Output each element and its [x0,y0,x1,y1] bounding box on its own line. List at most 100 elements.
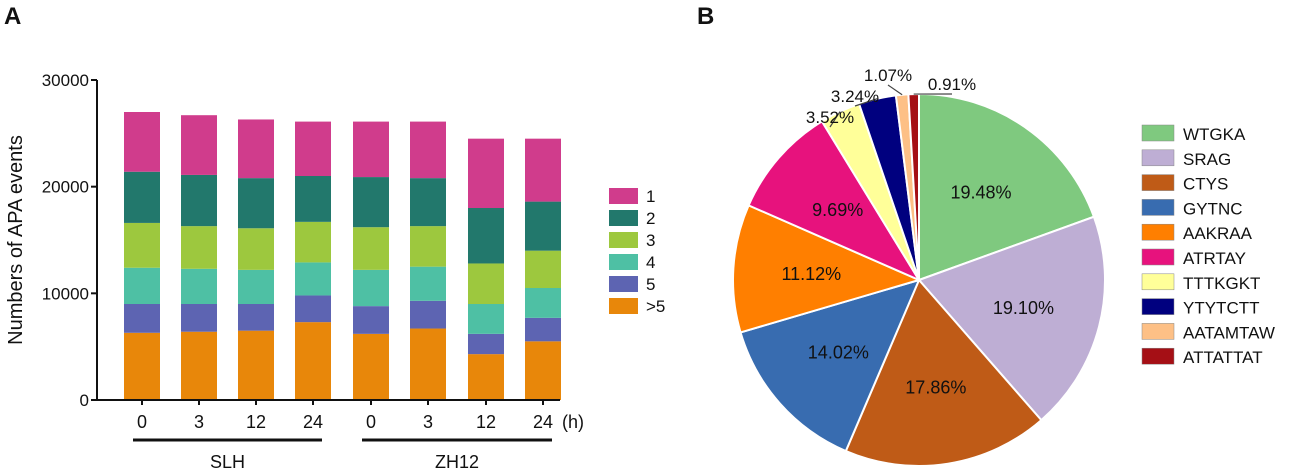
bar-segment-3-4 [295,176,331,222]
pie-label-7: 3.24% [831,87,879,106]
bar-segment-5-2 [410,266,446,301]
y-tick-label-2: 20000 [42,178,89,197]
pie-slice-5 [747,119,922,283]
panel-b-label: B [697,3,714,30]
pie-legend-label-2: CTYS [1183,175,1228,194]
pie-legend-label-0: WTGKA [1183,125,1246,144]
pie-legend-label-6: TTTKGKT [1183,274,1260,293]
panel-a-label: A [4,3,21,30]
pie-label-6: 3.52% [806,108,854,127]
bar-segment-5-0 [410,328,446,400]
x-tick-label-7: 24 [533,412,553,432]
pie-legend-swatch-4 [1141,223,1175,241]
pie-leader-7 [854,98,878,107]
pie-label-9: 0.91% [928,75,976,94]
legend-label-5: >5 [646,297,665,316]
legend-swatch-2 [609,232,638,248]
pie-legend-label-4: AAKRAA [1183,224,1253,243]
legend-label-0: 1 [646,187,655,206]
legend-swatch-4 [609,276,638,292]
bar-segment-1-3 [181,226,217,269]
pie-slice-3 [739,278,921,453]
pie-legend-swatch-1 [1141,149,1175,167]
y-tick-label-0: 0 [80,391,89,410]
pie-legend: WTGKA SRAG CTYS GYTNC AAKRAA ATRTAY TTTKGKT YTY… [1141,124,1275,367]
x-tick-label-0: 0 [137,412,147,432]
bar-segment-7-2 [525,288,561,318]
group-label-0: SLH [210,452,245,471]
pie-legend-swatch-7 [1141,298,1175,315]
bar-segment-1-2 [181,268,217,304]
bar-segment-0-3 [124,222,160,268]
bar-segment-7-1 [525,317,561,342]
legend-label-4: 5 [646,275,655,294]
group-label-1: ZH12 [435,452,479,471]
bar-segment-2-3 [238,228,274,270]
pie-leader-6 [829,111,841,128]
bar-segment-4-5 [353,121,389,178]
bar-segment-4-1 [353,306,389,334]
pie-label-2: 17.86% [905,378,966,398]
bar-legend: 1 2 3 4 5 >5 [609,187,665,316]
bar-segment-0-4 [124,171,160,223]
bar-segment-4-2 [353,269,389,307]
pie-legend-swatch-3 [1141,199,1175,216]
bar-segment-5-1 [410,300,446,329]
pie-slice-0 [918,92,1096,282]
pie-slice-1 [917,215,1106,422]
pie-legend-label-3: GYTNC [1183,199,1243,218]
legend-label-2: 3 [646,231,655,250]
bar-segment-7-0 [525,341,561,400]
bar-segment-1-1 [181,304,217,332]
pie-slice-4 [732,204,922,334]
x-tick-label-1: 3 [194,412,204,432]
legend-swatch-0 [609,188,638,204]
x-tick-label-4: 0 [366,412,376,432]
x-tick-label-6: 12 [476,412,496,432]
bar-segment-4-4 [353,177,389,228]
pie-legend-swatch-0 [1141,124,1175,142]
pie-legend-swatch-9 [1141,347,1175,365]
bar-segment-5-4 [410,178,446,227]
x-tick-label-3: 24 [303,412,323,432]
bar-segment-7-5 [525,138,561,202]
legend-swatch-3 [609,254,638,270]
pie-label-3: 14.02% [808,343,869,363]
bar-segment-1-5 [181,115,217,175]
bar-segment-1-4 [181,174,217,227]
pie-labels: 19.48% 19.10% 17.86% 14.02% 11.12% 9.69% 3.52%… [781,66,1053,398]
bar-segment-4-3 [353,227,389,270]
pie-leader-8 [887,84,903,96]
x-tick-label-2: 12 [246,412,266,432]
pie-chart: 19.48% 19.10% 17.86% 14.02% 11.12% 9.69% 3.52%… [732,66,1275,467]
bar-segment-0-2 [124,267,160,304]
bar-segment-7-4 [525,201,561,251]
bar-segment-6-5 [468,138,504,208]
bar-segment-7-3 [525,250,561,288]
pie-legend-swatch-2 [1141,174,1175,191]
y-tick-label-1: 10000 [42,284,89,303]
pie-legend-swatch-8 [1141,323,1175,340]
x-tick-label-5: 3 [423,412,433,432]
pie-slice-2 [844,278,1043,467]
y-tick-label-3: 30000 [42,71,89,90]
pie-legend-label-1: SRAG [1183,150,1231,169]
pie-legend-label-5: ATRTAY [1183,249,1246,268]
bar-x-unit: (h) [562,412,584,432]
bar-segment-3-0 [295,322,331,400]
bar-segment-0-5 [124,112,160,172]
bar-segment-6-2 [468,304,504,334]
bar-segment-2-2 [238,269,274,304]
pie-legend-label-9: ATTATTAT [1183,348,1263,367]
pie-label-8: 1.07% [864,66,912,85]
bar-segment-6-0 [468,354,504,400]
bar-segment-4-0 [353,333,389,400]
bar-segment-0-1 [124,304,160,333]
legend-swatch-5 [609,298,638,314]
pie-label-0: 19.48% [950,183,1011,203]
bar-segment-6-1 [468,333,504,355]
bar-segment-6-3 [468,263,504,304]
bar-segment-5-3 [410,226,446,267]
